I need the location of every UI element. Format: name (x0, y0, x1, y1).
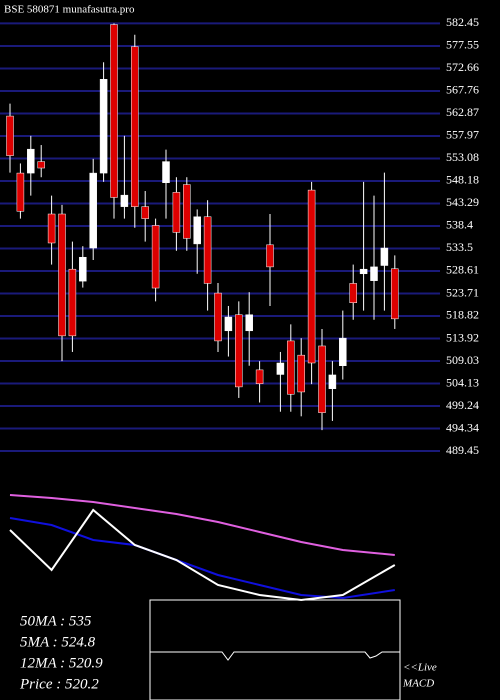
candle-body (380, 247, 389, 266)
candle-body (297, 354, 305, 393)
candle-body (151, 225, 160, 289)
candle-body (58, 213, 66, 337)
candle-body (68, 268, 77, 337)
y-tick-label: 548.18 (446, 173, 479, 187)
candle-body (359, 268, 368, 275)
candle-body (318, 345, 326, 413)
info-label: 12MA : 520.9 (20, 655, 103, 671)
y-tick-label: 494.34 (446, 420, 479, 434)
candle-body (131, 46, 139, 207)
macd-box (149, 599, 401, 700)
y-tick-label: 543.29 (446, 195, 479, 209)
candle-body (349, 283, 357, 304)
info-label: Price : 520.2 (19, 676, 99, 692)
indicator-line (9, 494, 395, 556)
candle-body (266, 244, 274, 268)
y-tick-label: 513.92 (446, 330, 479, 344)
candle-body (6, 115, 14, 156)
info-label: 50MA : 535 (20, 613, 92, 629)
y-tick-label: 528.61 (446, 263, 479, 277)
y-tick-label: 489.45 (446, 443, 479, 457)
y-tick-label: 582.45 (446, 15, 479, 29)
y-tick-label: 504.13 (446, 375, 479, 389)
candle-body (79, 256, 87, 282)
candle-body (47, 213, 56, 244)
candle-body (16, 172, 25, 212)
y-tick-label: 553.08 (446, 150, 479, 164)
candle-body (162, 161, 170, 183)
chart-title: BSE 580871 munafasutra.pro (4, 4, 135, 16)
candle-body (99, 79, 108, 174)
candle-body (193, 216, 201, 245)
candle-body (255, 369, 264, 384)
candle-body (203, 216, 212, 284)
candle-body (339, 337, 347, 366)
y-tick-label: 533.5 (446, 240, 473, 254)
candle-body (110, 24, 118, 198)
y-tick-label: 509.03 (446, 353, 479, 367)
macd-line (150, 651, 400, 661)
y-tick-label: 577.55 (446, 38, 479, 52)
y-tick-label: 518.82 (446, 308, 479, 322)
indicator-line (9, 517, 395, 600)
candle-body (27, 148, 35, 174)
candle-body (120, 194, 129, 207)
candle-body (370, 266, 378, 281)
candle-body (235, 314, 243, 388)
live-label: <<Live (403, 662, 437, 674)
candle-body (287, 340, 295, 395)
candle-body (245, 314, 253, 332)
y-tick-label: 562.87 (446, 105, 479, 119)
candle-body (307, 189, 316, 364)
y-tick-label: 499.24 (446, 398, 479, 412)
y-tick-label: 557.97 (446, 128, 479, 142)
candle-body (183, 184, 191, 239)
candle-body (276, 362, 285, 375)
candle-body (89, 172, 97, 249)
candle-body (328, 374, 337, 389)
indicator-line (9, 508, 396, 602)
y-tick-label: 538.4 (446, 218, 473, 232)
candle-body (391, 268, 399, 320)
candle-body (37, 161, 45, 169)
y-tick-label: 567.76 (446, 83, 479, 97)
y-tick-label: 572.66 (446, 60, 479, 74)
y-tick-label: 523.71 (446, 285, 479, 299)
candle-body (214, 292, 222, 342)
macd-label: MACD (402, 678, 434, 690)
info-label: 5MA : 524.8 (20, 634, 96, 650)
candle-body (224, 316, 233, 332)
candle-body (141, 206, 149, 219)
candle-body (172, 192, 181, 233)
